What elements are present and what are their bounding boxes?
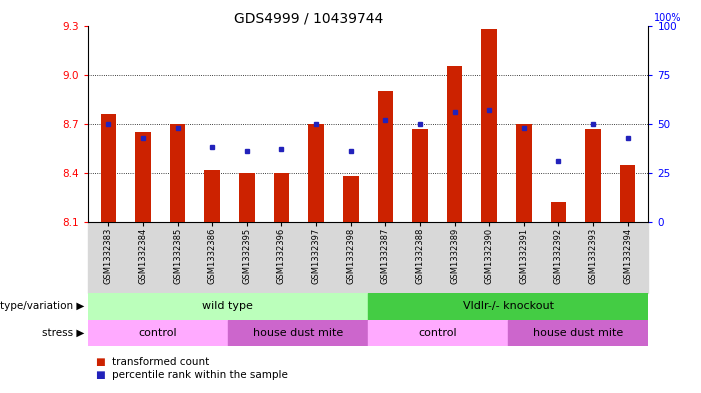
Bar [273, 173, 290, 222]
Text: transformed count: transformed count [112, 357, 210, 367]
Bar [343, 176, 358, 222]
Bar [308, 124, 324, 222]
Bar [135, 132, 151, 222]
Bar [88, 293, 368, 320]
Text: ■: ■ [95, 369, 104, 380]
Text: GDS4999 / 10439744: GDS4999 / 10439744 [234, 12, 383, 26]
Bar [88, 320, 228, 346]
Bar [508, 320, 648, 346]
Text: wild type: wild type [203, 301, 253, 311]
Text: genotype/variation ▶: genotype/variation ▶ [0, 301, 84, 311]
Text: 100%: 100% [654, 13, 681, 23]
Bar [412, 129, 428, 222]
Bar [368, 320, 508, 346]
Text: Vldlr-/- knockout: Vldlr-/- knockout [463, 301, 554, 311]
Text: house dust mite: house dust mite [533, 328, 623, 338]
Bar [228, 320, 368, 346]
Bar [378, 91, 393, 222]
Text: control: control [418, 328, 458, 338]
Bar [205, 170, 220, 222]
Bar [550, 202, 566, 222]
Text: ■: ■ [95, 357, 104, 367]
Text: stress ▶: stress ▶ [42, 328, 84, 338]
Bar [447, 66, 463, 222]
Bar [516, 124, 531, 222]
Bar [101, 114, 116, 222]
Bar [585, 129, 601, 222]
Bar [482, 29, 497, 222]
Text: control: control [138, 328, 177, 338]
Bar [239, 173, 254, 222]
Bar [170, 124, 186, 222]
Bar [620, 165, 635, 222]
Bar [368, 293, 648, 320]
Text: percentile rank within the sample: percentile rank within the sample [112, 369, 288, 380]
Text: house dust mite: house dust mite [253, 328, 343, 338]
